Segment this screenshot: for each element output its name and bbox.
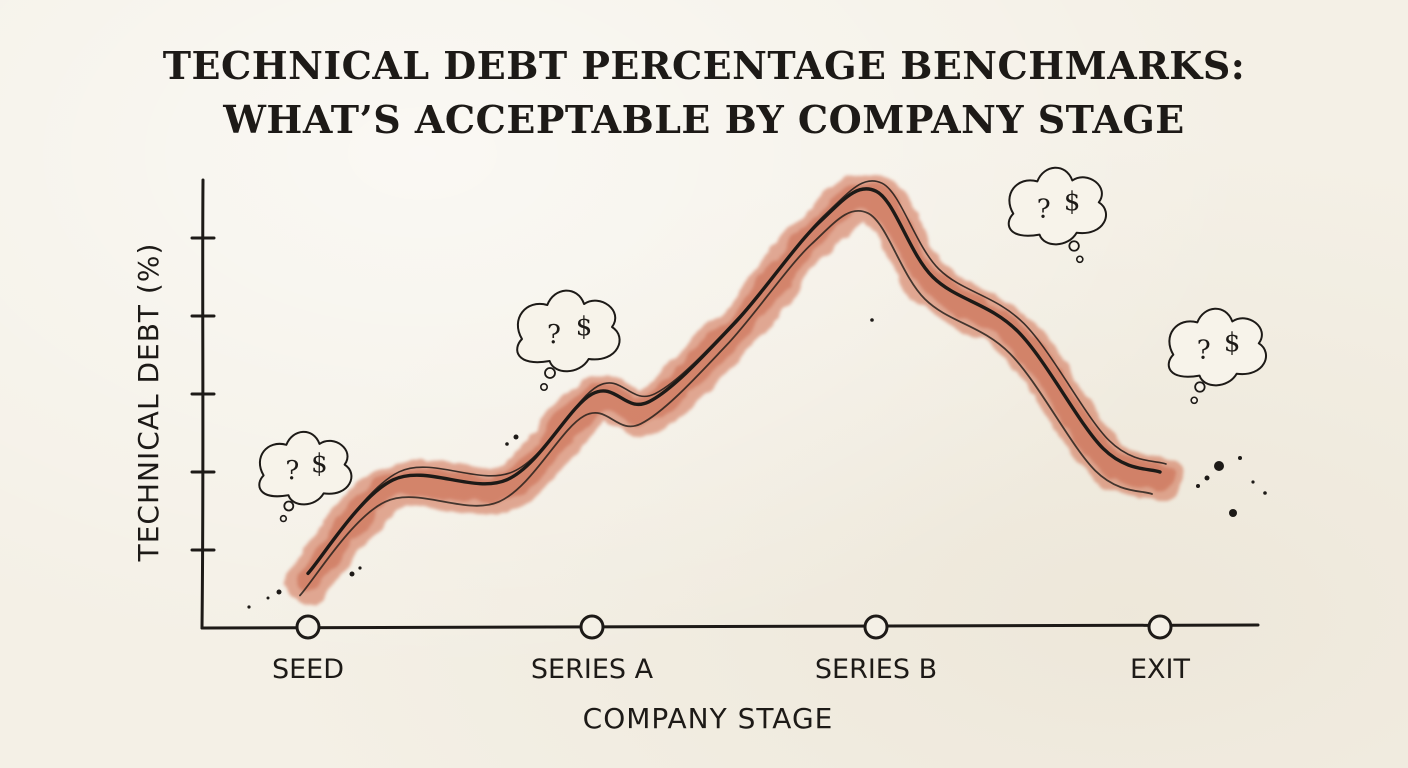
thought-bubble: ? $ <box>1007 166 1107 264</box>
ink-dot <box>247 605 251 609</box>
bubble-cloud <box>1167 307 1267 387</box>
ink-dot <box>1229 509 1237 517</box>
series-lines <box>299 180 1167 597</box>
bubble-question-mark: ? <box>1197 336 1211 366</box>
stage-marker <box>863 614 889 640</box>
ink-dot <box>870 318 874 322</box>
bubble-tail-dot <box>539 382 548 391</box>
series-line-lower-sketch <box>299 210 1153 597</box>
bubble-dollar-sign: $ <box>1224 328 1241 358</box>
bubble-tail-dot <box>1194 381 1206 393</box>
ink-dot <box>505 442 509 446</box>
stage-marker <box>1147 614 1173 640</box>
ink-dot <box>358 566 362 570</box>
chart-title-line-2: WHAT’S ACCEPTABLE BY COMPANY STAGE <box>223 97 1185 142</box>
x-tick-label: SEED <box>272 654 344 685</box>
ink-dot <box>349 571 355 577</box>
x-tick-label: SERIES B <box>815 654 937 685</box>
x-tick-label: EXIT <box>1130 654 1191 685</box>
bubble-cloud <box>1007 166 1107 246</box>
ink-dot <box>1238 456 1242 460</box>
bubble-tail-dot <box>283 500 295 512</box>
bubble-cloud <box>516 289 621 373</box>
bubble-tail-dot <box>1075 255 1084 264</box>
bubble-dollar-sign: $ <box>576 312 593 342</box>
ink-dot <box>1214 461 1224 471</box>
x-axis-label: COMPANY STAGE <box>583 702 834 735</box>
ink-dot <box>1263 491 1267 495</box>
bubble-question-mark: ? <box>285 456 299 486</box>
bubble-tail-dot <box>1190 396 1199 405</box>
chart-title-line-1: TECHNICAL DEBT PERCENTAGE BENCHMARKS: <box>162 43 1246 88</box>
bubble-question-mark: ? <box>547 320 561 350</box>
bubble-question-mark: ? <box>1037 195 1051 225</box>
bubble-tail-dot <box>1068 240 1080 252</box>
thought-bubble: ? $ <box>1167 307 1267 405</box>
thought-bubble: ? $ <box>258 430 353 523</box>
stage-labels: SEED SERIES A SERIES B EXIT <box>272 654 1191 685</box>
bubble-dollar-sign: $ <box>311 449 328 479</box>
ink-dot <box>1196 484 1200 488</box>
stage-markers <box>295 614 1173 640</box>
watercolor-band <box>285 173 1183 605</box>
bubble-dollar-sign: $ <box>1064 187 1081 217</box>
ink-dot <box>276 589 282 595</box>
ink-dot <box>513 434 519 440</box>
bubble-cloud <box>258 430 353 506</box>
ink-dot <box>1204 475 1210 481</box>
y-axis-label: TECHNICAL DEBT (%) <box>132 243 165 563</box>
x-tick-label: SERIES A <box>531 654 654 685</box>
ink-dot <box>1251 480 1255 484</box>
x-axis-line <box>200 623 1260 630</box>
bubble-tail-dot <box>279 514 288 523</box>
series-line-upper-sketch <box>313 180 1167 567</box>
y-axis-line <box>200 178 205 630</box>
band-wash-outer <box>285 173 1183 605</box>
ink-dot <box>266 596 270 600</box>
bubble-tail-dot <box>544 367 556 379</box>
axes <box>190 178 1260 630</box>
ink-splatter <box>247 318 1267 609</box>
thought-bubble: ? $ <box>516 289 621 391</box>
thought-bubbles: ? $? $? $? $ <box>258 166 1267 523</box>
band-wash-inner <box>295 181 1173 593</box>
stage-marker <box>295 614 321 640</box>
stage-marker <box>579 614 605 640</box>
